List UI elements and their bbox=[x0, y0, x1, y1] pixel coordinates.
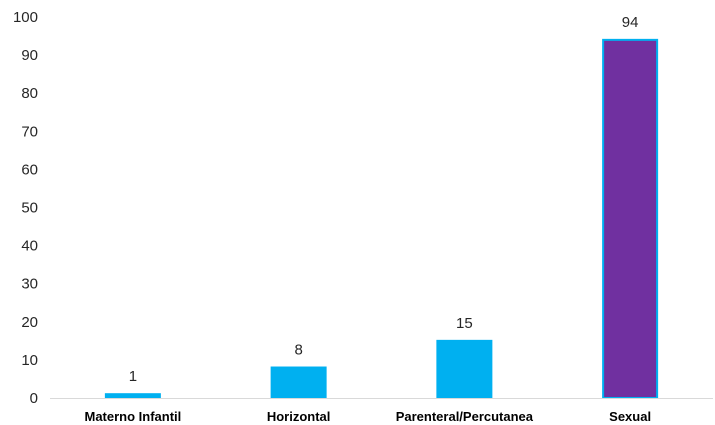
y-tick-label: 40 bbox=[21, 238, 38, 255]
y-tick-label: 50 bbox=[21, 200, 38, 217]
category-label: Parenteral/Percutanea bbox=[396, 409, 534, 424]
category-label: Materno Infantil bbox=[84, 409, 181, 424]
bar-parenteral-percutanea bbox=[436, 339, 493, 400]
data-label: 1 bbox=[129, 368, 137, 385]
bar-materno-infantil bbox=[104, 393, 161, 400]
y-tick-label: 100 bbox=[13, 9, 38, 26]
category-labels: Materno Infantil Horizontal Parenteral/Per… bbox=[84, 409, 651, 424]
y-tick-label: 80 bbox=[21, 85, 38, 102]
bar-sexual bbox=[602, 38, 659, 400]
category-label: Sexual bbox=[609, 409, 651, 424]
y-tick-label: 0 bbox=[30, 390, 38, 407]
data-label: 15 bbox=[456, 315, 473, 332]
y-tick-label: 90 bbox=[21, 47, 38, 64]
y-tick-label: 30 bbox=[21, 276, 38, 293]
y-tick-label: 60 bbox=[21, 161, 38, 178]
y-axis: 0 10 20 30 40 50 60 70 80 90 100 bbox=[13, 9, 38, 407]
data-labels: 1 8 15 94 bbox=[129, 14, 639, 385]
y-tick-label: 10 bbox=[21, 352, 38, 369]
data-label: 94 bbox=[622, 14, 639, 31]
y-tick-label: 20 bbox=[21, 314, 38, 331]
bar-horizontal bbox=[270, 366, 327, 399]
y-tick-label: 70 bbox=[21, 123, 38, 140]
data-label: 8 bbox=[294, 342, 302, 359]
bars-group bbox=[104, 38, 659, 400]
category-label: Horizontal bbox=[267, 409, 331, 424]
